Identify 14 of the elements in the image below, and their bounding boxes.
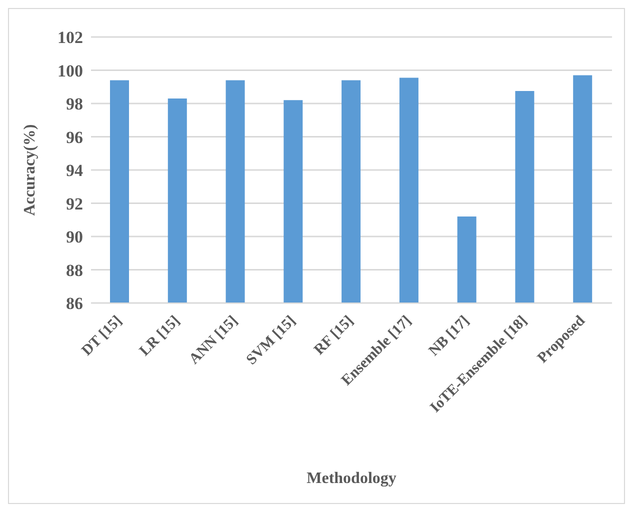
x-tick-label: LR [15] — [136, 312, 184, 360]
x-tick-label: RF [15] — [311, 312, 357, 358]
y-tick-label: 100 — [58, 61, 83, 80]
y-tick-label: 98 — [66, 94, 83, 114]
y-tick-label: 86 — [66, 294, 83, 314]
y-tick-label: 90 — [66, 228, 83, 247]
y-tick-label: 94 — [66, 161, 84, 180]
y-tick-label: 88 — [66, 260, 83, 280]
x-axis-title: Methodology — [306, 470, 396, 487]
y-tick-label: 102 — [58, 28, 83, 48]
x-tick-label: DT [15] — [79, 312, 126, 360]
y-tick-label: 92 — [66, 194, 83, 214]
y-axis-title: Accuracy(%) — [22, 124, 39, 216]
y-tick-label: 96 — [66, 128, 83, 147]
